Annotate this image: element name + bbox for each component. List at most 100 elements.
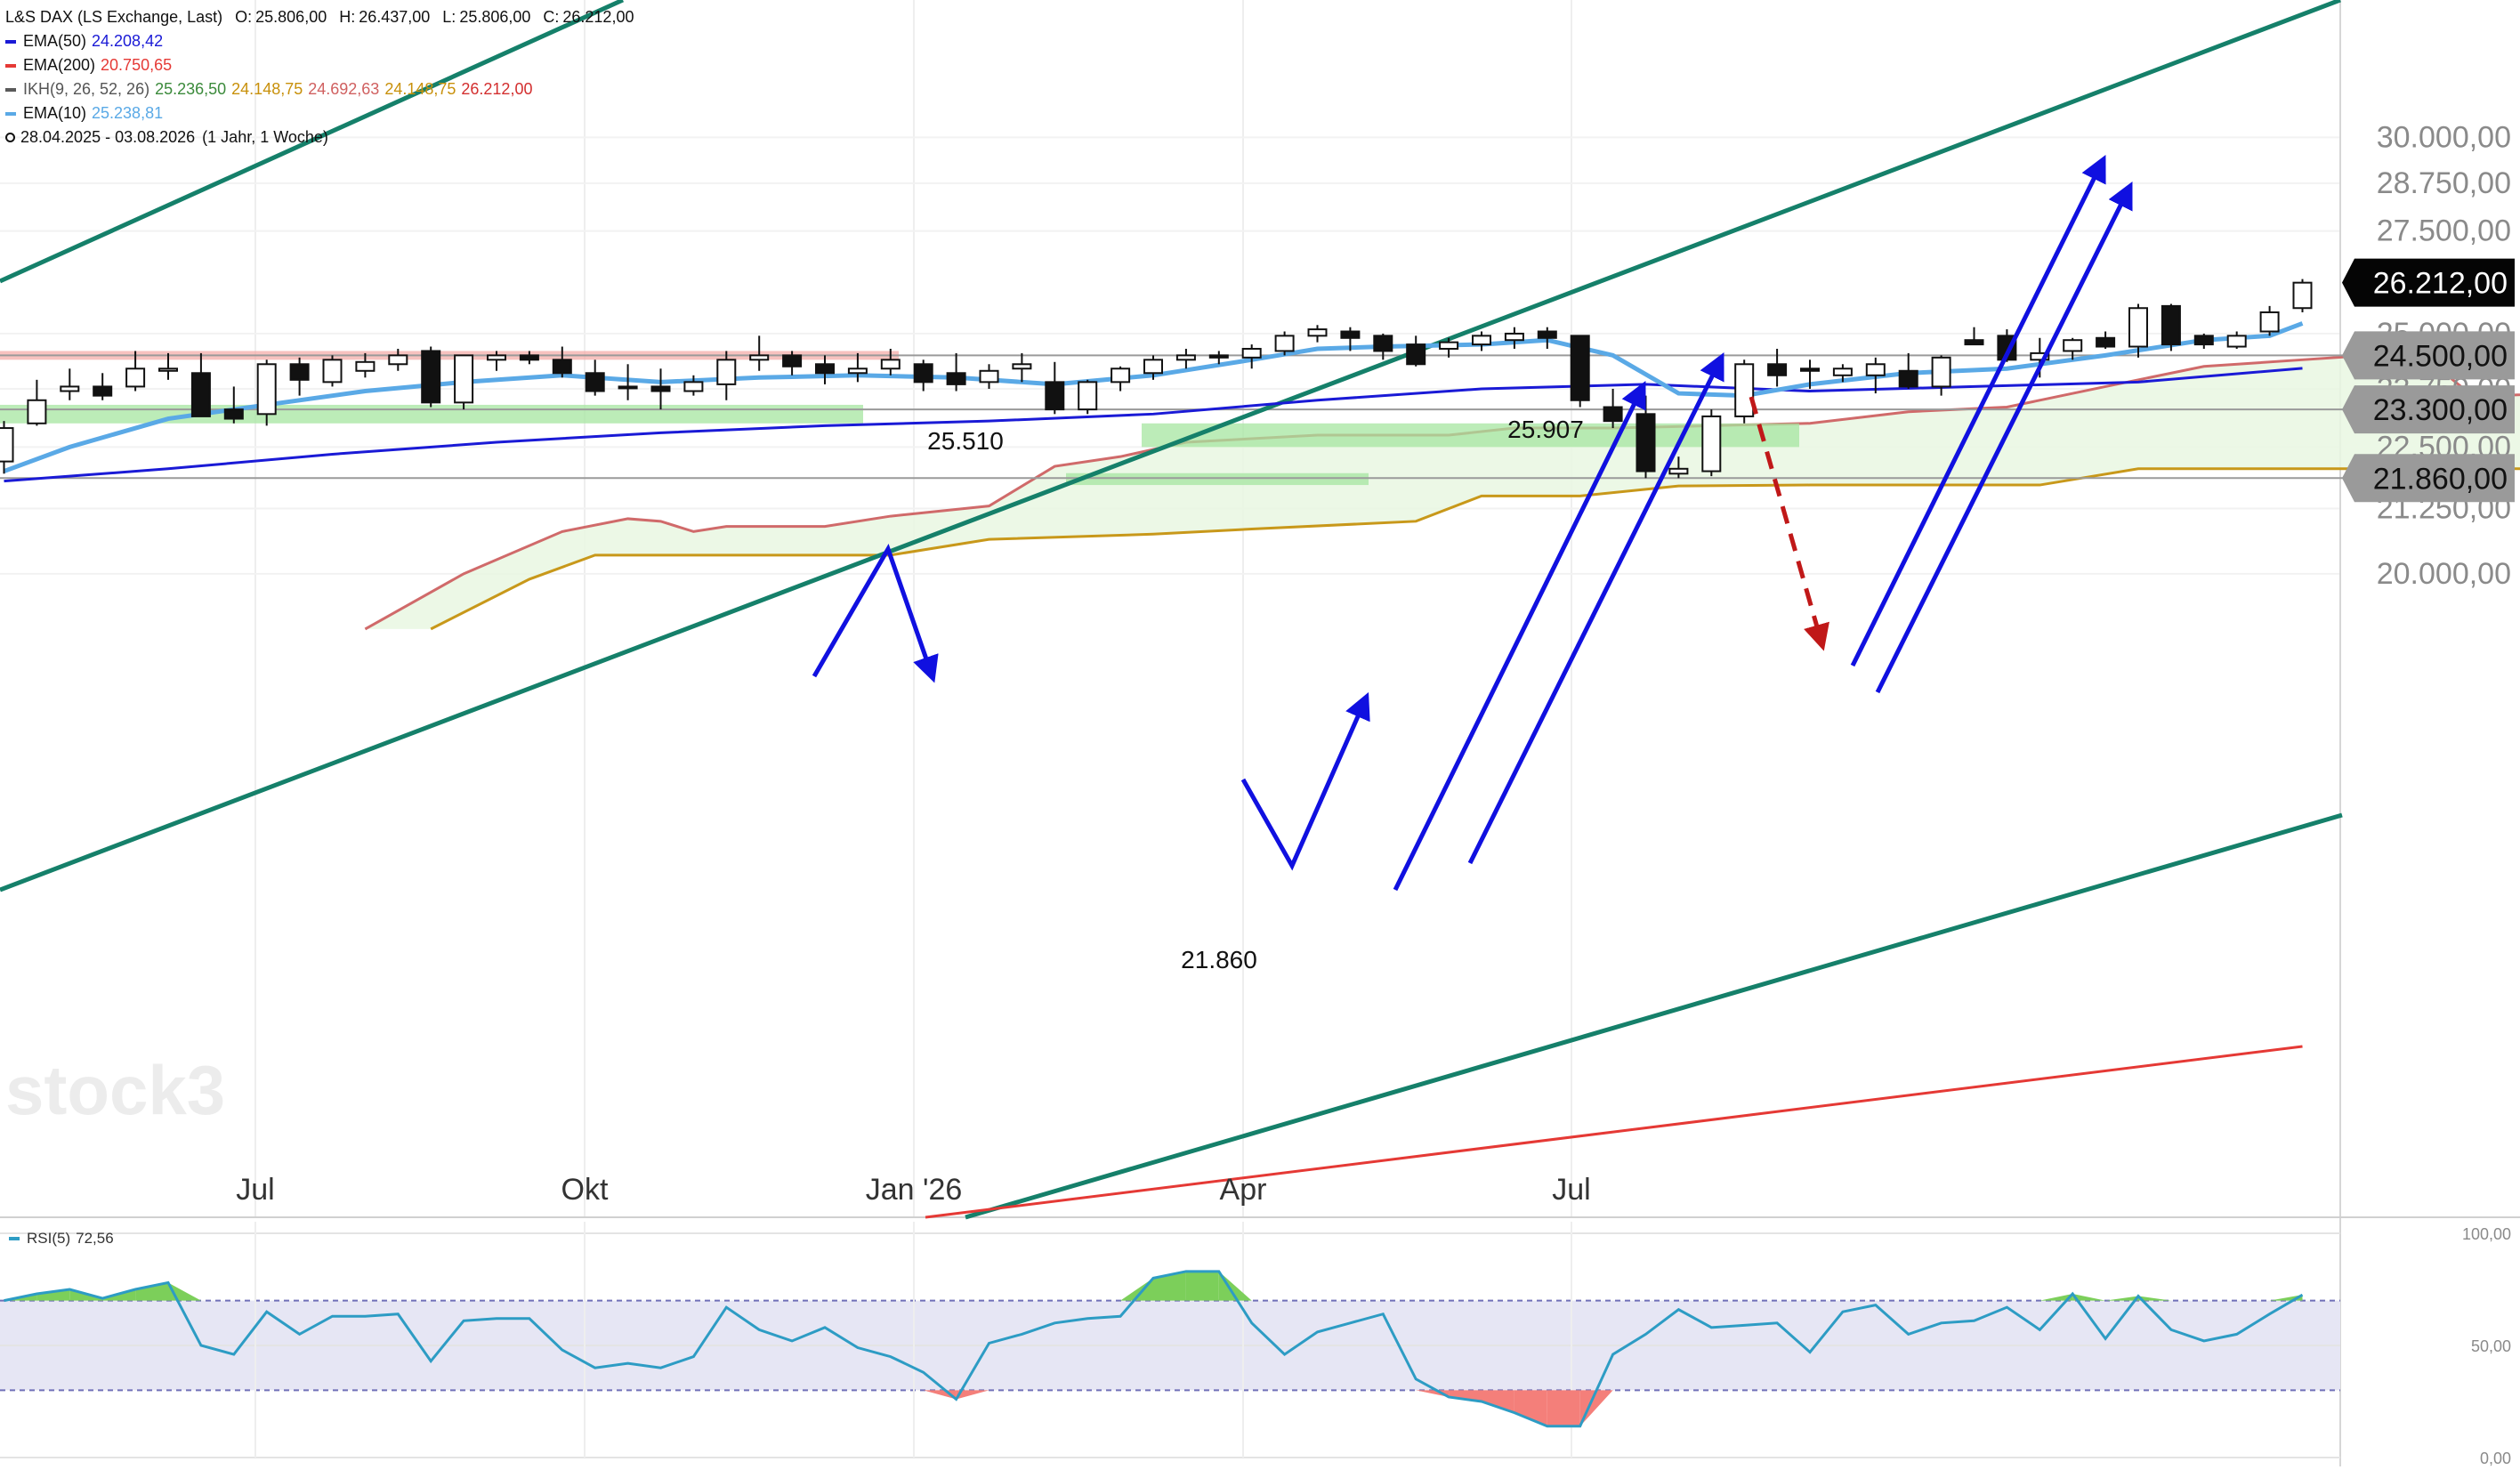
legend-ikh[interactable]: IKH(9, 26, 52, 26) 25.236,50 24.148,75 2… — [5, 77, 634, 101]
candle-body-up — [1472, 335, 1491, 346]
candle — [1800, 359, 1820, 389]
price-tag: 21.860,00 — [2342, 454, 2515, 503]
candle-body-up — [1931, 356, 1951, 388]
ohlc-high-label: H: — [339, 8, 356, 26]
candle — [1570, 335, 1590, 408]
price-tag-label: 23.300,00 — [2373, 393, 2508, 427]
target-arrow — [1393, 381, 1646, 892]
pattern-arrow-bottom — [1240, 691, 1370, 871]
legend-ema200[interactable]: EMA(200) 20.750,65 — [5, 53, 634, 77]
y-tick-label: 30.000,00 — [2377, 120, 2511, 154]
candle-body-down — [552, 359, 572, 375]
candle — [1373, 333, 1393, 360]
candle-body-down — [2193, 335, 2214, 346]
candle — [2161, 303, 2181, 351]
candle-body-down — [913, 363, 933, 384]
candle-body-down — [1406, 343, 1426, 366]
rsi-oversold-fill — [1579, 1390, 1613, 1426]
rsi-tick-label: 50,00 — [2471, 1337, 2511, 1355]
price-tag-box — [2342, 454, 2515, 503]
candle — [847, 352, 868, 383]
ema10-swatch — [5, 111, 16, 116]
ema50-name: EMA(50) — [23, 32, 87, 50]
rsi-tick-label: 100,00 — [2462, 1225, 2511, 1243]
rsi-oversold-fill — [1514, 1390, 1547, 1426]
period: (1 Jahr, 1 Woche) — [202, 128, 328, 146]
candle — [716, 351, 737, 400]
candle — [158, 352, 178, 380]
ikh-value-1: 25.236,50 — [155, 80, 227, 98]
price-tag-box — [2342, 258, 2515, 307]
x-tick-label: Jul — [1552, 1173, 1590, 1207]
candle-body-down — [782, 354, 803, 368]
ohlc-close: 26.212,00 — [562, 8, 634, 26]
ema10-name: EMA(10) — [23, 104, 87, 122]
candle-body-up — [1734, 363, 1755, 417]
candle-body-up — [2259, 311, 2280, 333]
candle — [1603, 388, 1623, 429]
legend-header: L&S DAX (LS Exchange, Last) O: 25.806,00… — [5, 5, 634, 29]
candle-body-up — [0, 427, 14, 463]
rsi-legend[interactable]: RSI(5) 72,56 — [9, 1230, 114, 1248]
rsi-oversold-fill — [1547, 1390, 1580, 1426]
legend-range: 28.04.2025 - 03.08.2026 (1 Jahr, 1 Woche… — [5, 125, 634, 149]
ema200-name: EMA(200) — [23, 56, 96, 74]
candle — [1241, 344, 1262, 369]
rsi-overbought-fill — [1153, 1271, 1186, 1301]
candle-body-down — [421, 350, 441, 404]
legend-ema10[interactable]: EMA(10) 25.238,81 — [5, 101, 634, 125]
target-arrow — [1467, 352, 1724, 865]
chart-legend: L&S DAX (LS Exchange, Last) O: 25.806,00… — [5, 5, 634, 149]
rsi-oversold-fill — [1482, 1390, 1514, 1413]
candle-body-up — [256, 363, 277, 416]
candle-body-up — [125, 368, 146, 388]
candle-body-up — [716, 359, 737, 385]
ohlc-low-label: L: — [442, 8, 456, 26]
senkou-span-b — [430, 467, 2520, 631]
candle — [125, 351, 146, 392]
trend-channel-line — [0, 0, 625, 284]
candle — [1734, 359, 1755, 424]
candle — [1307, 325, 1328, 343]
candle-body-up — [60, 385, 80, 392]
candle — [1175, 348, 1196, 369]
rsi-overbought-fill — [2072, 1294, 2106, 1301]
candle — [190, 352, 211, 417]
candle — [2292, 279, 2313, 312]
ikh-value-3: 24.692,63 — [308, 80, 380, 98]
candle-body-up — [2226, 335, 2247, 348]
candle — [1472, 331, 1491, 351]
rsi-overbought-fill — [2138, 1296, 2171, 1301]
price-tag: 26.212,00 — [2342, 258, 2515, 307]
candle — [1208, 351, 1229, 365]
candle-body-up — [2063, 339, 2083, 352]
candle-body-up — [1012, 363, 1032, 370]
candle-body-up — [1274, 335, 1295, 352]
target-arrow — [1850, 155, 2106, 667]
ema200-value: 20.750,65 — [101, 56, 173, 74]
rsi-overbought-fill — [1185, 1271, 1219, 1301]
rsi-name: RSI(5) — [27, 1230, 71, 1247]
candle — [1931, 355, 1951, 396]
candle-body-up — [1175, 354, 1196, 361]
candle — [1964, 327, 1984, 346]
rsi-oversold-fill — [956, 1390, 989, 1400]
legend-ema50[interactable]: EMA(50) 24.208,42 — [5, 29, 634, 53]
y-tick-label: 20.000,00 — [2377, 557, 2511, 591]
candle — [0, 421, 14, 474]
candle — [1340, 327, 1361, 351]
candle-body-down — [585, 372, 605, 392]
candle — [946, 352, 966, 392]
candle-body-down — [1570, 335, 1590, 401]
candle-body-up — [683, 381, 704, 392]
ohlc-low: 25.806,00 — [459, 8, 531, 26]
candle — [1898, 352, 1918, 389]
zone-green — [1066, 472, 1369, 486]
candle — [815, 355, 835, 384]
candle-body-up — [1865, 363, 1886, 376]
candle — [2063, 337, 2083, 360]
candle-body-down — [2161, 304, 2181, 346]
price-annotation: 21.860 — [1181, 946, 1257, 973]
candle-body-up — [27, 399, 47, 424]
